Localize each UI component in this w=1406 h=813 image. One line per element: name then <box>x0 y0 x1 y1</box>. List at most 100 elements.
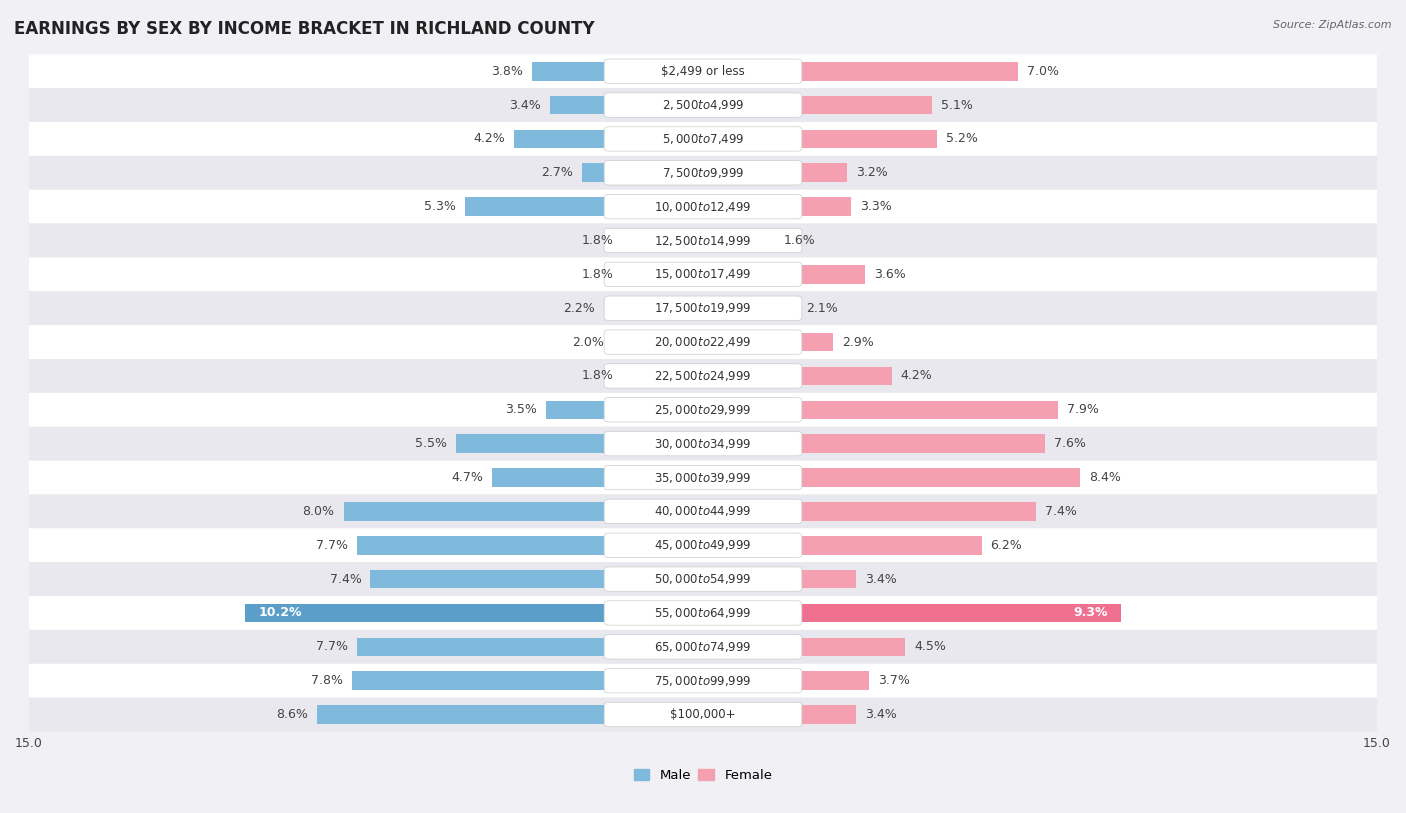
Bar <box>703 129 936 148</box>
Bar <box>621 265 703 284</box>
Text: $17,500 to $19,999: $17,500 to $19,999 <box>654 302 752 315</box>
Bar <box>316 705 703 724</box>
FancyBboxPatch shape <box>30 189 1376 224</box>
Text: $12,500 to $14,999: $12,500 to $14,999 <box>654 233 752 247</box>
Text: 2.1%: 2.1% <box>807 302 838 315</box>
Text: 9.3%: 9.3% <box>1073 606 1108 620</box>
FancyBboxPatch shape <box>30 88 1376 122</box>
Bar <box>703 672 869 690</box>
Text: 7.8%: 7.8% <box>312 674 343 687</box>
Bar <box>465 198 703 216</box>
FancyBboxPatch shape <box>605 601 801 625</box>
Text: 7.0%: 7.0% <box>1026 65 1059 78</box>
Text: 2.9%: 2.9% <box>842 336 875 349</box>
FancyBboxPatch shape <box>605 194 801 219</box>
Bar <box>703 570 856 589</box>
Text: 15.0: 15.0 <box>15 737 42 750</box>
Text: $100,000+: $100,000+ <box>671 708 735 721</box>
Text: 5.1%: 5.1% <box>941 98 973 111</box>
FancyBboxPatch shape <box>605 363 801 388</box>
Text: 1.6%: 1.6% <box>785 234 815 247</box>
Bar <box>703 333 834 351</box>
Text: 6.2%: 6.2% <box>991 539 1022 552</box>
FancyBboxPatch shape <box>605 93 801 117</box>
Bar <box>533 62 703 80</box>
FancyBboxPatch shape <box>30 54 1376 88</box>
Text: 5.3%: 5.3% <box>425 200 456 213</box>
FancyBboxPatch shape <box>30 596 1376 630</box>
Text: $2,500 to $4,999: $2,500 to $4,999 <box>662 98 744 112</box>
Text: $55,000 to $64,999: $55,000 to $64,999 <box>654 606 752 620</box>
Text: 15.0: 15.0 <box>1364 737 1391 750</box>
Text: 2.7%: 2.7% <box>541 167 572 180</box>
Bar <box>703 705 856 724</box>
Bar <box>357 637 703 656</box>
Text: 3.6%: 3.6% <box>873 267 905 280</box>
Bar <box>703 265 865 284</box>
Text: 8.4%: 8.4% <box>1090 471 1122 484</box>
FancyBboxPatch shape <box>30 630 1376 663</box>
Bar <box>703 299 797 318</box>
Bar <box>515 129 703 148</box>
Bar <box>245 604 703 622</box>
Text: $22,500 to $24,999: $22,500 to $24,999 <box>654 369 752 383</box>
Text: $75,000 to $99,999: $75,000 to $99,999 <box>654 674 752 688</box>
Bar <box>492 468 703 487</box>
Bar <box>703 163 846 182</box>
FancyBboxPatch shape <box>30 528 1376 562</box>
FancyBboxPatch shape <box>30 494 1376 528</box>
FancyBboxPatch shape <box>605 499 801 524</box>
FancyBboxPatch shape <box>605 432 801 456</box>
FancyBboxPatch shape <box>605 228 801 253</box>
Bar <box>370 570 703 589</box>
Text: 4.7%: 4.7% <box>451 471 482 484</box>
Text: $2,499 or less: $2,499 or less <box>661 65 745 78</box>
Text: 2.0%: 2.0% <box>572 336 605 349</box>
Text: 3.7%: 3.7% <box>879 674 910 687</box>
Bar <box>703 434 1045 453</box>
FancyBboxPatch shape <box>605 161 801 185</box>
Bar <box>703 367 891 385</box>
Bar <box>613 333 703 351</box>
FancyBboxPatch shape <box>605 702 801 727</box>
Text: 5.5%: 5.5% <box>415 437 447 450</box>
Text: $65,000 to $74,999: $65,000 to $74,999 <box>654 640 752 654</box>
Bar <box>582 163 703 182</box>
Bar <box>550 96 703 115</box>
FancyBboxPatch shape <box>30 359 1376 393</box>
Bar <box>703 468 1080 487</box>
FancyBboxPatch shape <box>605 398 801 422</box>
Text: 5.2%: 5.2% <box>946 133 977 146</box>
Text: 7.4%: 7.4% <box>1045 505 1077 518</box>
FancyBboxPatch shape <box>30 461 1376 494</box>
Bar <box>357 536 703 554</box>
Text: 3.4%: 3.4% <box>865 708 897 721</box>
FancyBboxPatch shape <box>30 562 1376 596</box>
Text: 3.2%: 3.2% <box>856 167 887 180</box>
FancyBboxPatch shape <box>30 663 1376 698</box>
FancyBboxPatch shape <box>605 262 801 286</box>
Text: 7.6%: 7.6% <box>1053 437 1085 450</box>
Bar <box>343 502 703 520</box>
Text: 2.2%: 2.2% <box>564 302 595 315</box>
Text: 8.0%: 8.0% <box>302 505 335 518</box>
Bar <box>621 231 703 250</box>
Text: 4.2%: 4.2% <box>474 133 505 146</box>
Bar <box>546 401 703 420</box>
Bar <box>703 637 905 656</box>
Bar <box>703 502 1036 520</box>
Text: $10,000 to $12,499: $10,000 to $12,499 <box>654 200 752 214</box>
FancyBboxPatch shape <box>30 427 1376 461</box>
Legend: Male, Female: Male, Female <box>628 763 778 787</box>
Text: $45,000 to $49,999: $45,000 to $49,999 <box>654 538 752 552</box>
Text: 8.6%: 8.6% <box>276 708 308 721</box>
Text: 3.4%: 3.4% <box>509 98 541 111</box>
Bar <box>353 672 703 690</box>
Text: 4.2%: 4.2% <box>901 369 932 382</box>
Text: $20,000 to $22,499: $20,000 to $22,499 <box>654 335 752 349</box>
Bar <box>605 299 703 318</box>
Bar <box>621 367 703 385</box>
FancyBboxPatch shape <box>30 122 1376 156</box>
FancyBboxPatch shape <box>30 224 1376 258</box>
FancyBboxPatch shape <box>605 668 801 693</box>
